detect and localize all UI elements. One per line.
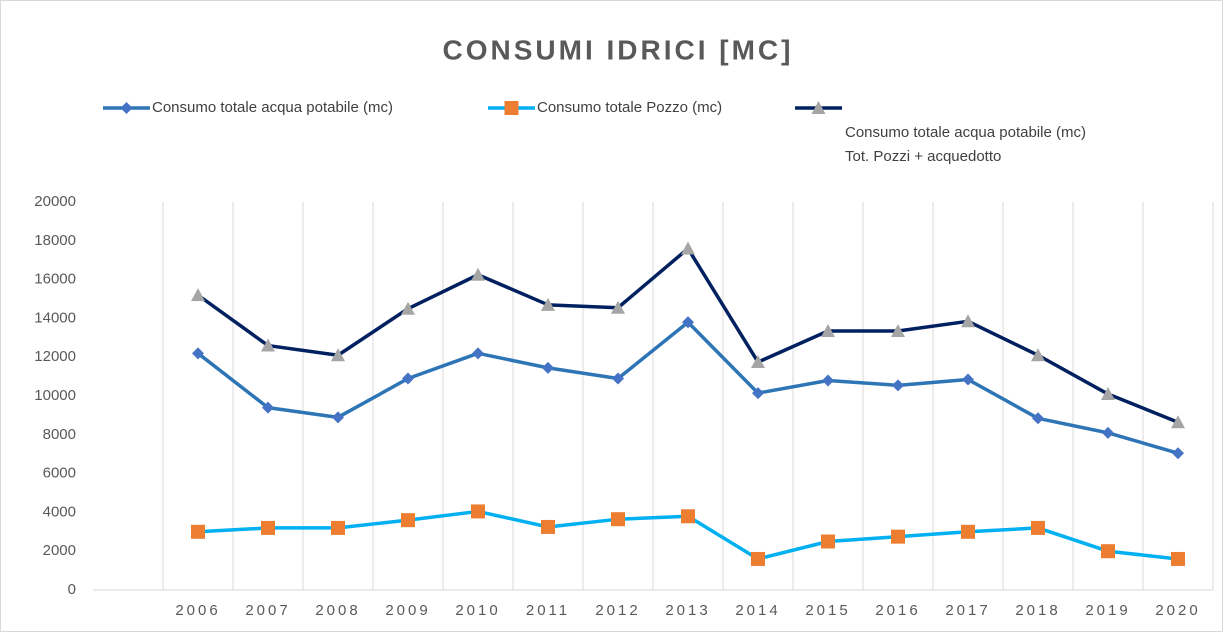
x-tick-label: 2018	[1015, 602, 1060, 619]
marker	[1102, 426, 1114, 439]
x-tick-label: 2016	[875, 602, 920, 619]
x-tick-label: 2007	[245, 602, 290, 619]
y-tick-label: 16000	[34, 271, 76, 288]
x-tick-label: 2019	[1085, 602, 1130, 619]
y-tick-label: 18000	[34, 232, 76, 249]
x-tick-label: 2015	[805, 602, 850, 619]
x-tick-label: 2014	[735, 602, 780, 619]
marker	[401, 513, 415, 528]
marker	[472, 347, 484, 360]
legend-marker	[120, 102, 133, 114]
chart-title: CONSUMI IDRICI [MC]	[443, 34, 794, 65]
marker	[751, 355, 765, 369]
marker	[191, 524, 205, 539]
marker	[262, 401, 274, 414]
x-tick-label: 2011	[526, 602, 570, 619]
x-tick-label: 2017	[945, 602, 990, 619]
marker	[821, 324, 835, 338]
marker	[891, 324, 905, 338]
marker	[1101, 544, 1115, 559]
marker	[542, 361, 554, 374]
y-tick-label: 12000	[34, 348, 76, 365]
legend-marker	[504, 101, 519, 115]
marker	[401, 301, 415, 315]
marker	[682, 316, 694, 329]
y-tick-label: 6000	[43, 465, 76, 482]
y-tick-label: 2000	[43, 542, 76, 559]
marker	[541, 519, 555, 534]
marker	[962, 373, 974, 386]
marker	[1171, 551, 1185, 566]
x-tick-label: 2010	[455, 602, 500, 619]
marker	[751, 551, 765, 566]
marker	[822, 374, 834, 387]
x-tick-label: 2009	[385, 602, 430, 619]
marker	[471, 504, 485, 519]
legend-label: Consumo totale acqua potabile (mc) Tot. …	[845, 124, 1086, 165]
marker	[611, 300, 625, 314]
marker	[261, 520, 275, 535]
marker	[1031, 520, 1045, 535]
x-tick-label: 2012	[595, 602, 640, 619]
marker	[1171, 415, 1185, 429]
marker	[752, 387, 764, 400]
legend-label: Consumo totale Pozzo (mc)	[537, 99, 723, 116]
marker	[681, 241, 695, 255]
legend-marker	[811, 101, 826, 114]
marker	[821, 534, 835, 549]
marker	[331, 520, 345, 535]
legend-label: Consumo totale acqua potabile (mc)	[152, 99, 393, 116]
marker	[961, 524, 975, 539]
x-tick-label: 2006	[175, 602, 220, 619]
marker	[332, 411, 344, 424]
marker	[541, 297, 555, 311]
y-tick-label: 10000	[34, 387, 76, 404]
marker	[1031, 348, 1045, 362]
marker	[191, 288, 205, 302]
marker	[1101, 387, 1115, 401]
marker	[192, 347, 204, 360]
marker	[892, 379, 904, 392]
marker	[961, 314, 975, 328]
x-tick-label: 2020	[1155, 602, 1200, 619]
x-tick-label: 2013	[665, 602, 710, 619]
marker	[261, 338, 275, 352]
marker	[402, 372, 414, 385]
marker	[891, 529, 905, 544]
marker	[471, 267, 485, 281]
y-tick-label: 4000	[43, 503, 76, 520]
marker	[1172, 447, 1184, 460]
marker	[611, 512, 625, 527]
marker	[681, 509, 695, 524]
y-tick-label: 20000	[34, 193, 76, 210]
y-tick-label: 0	[68, 581, 76, 598]
y-tick-label: 8000	[43, 426, 76, 443]
marker	[331, 348, 345, 362]
marker	[612, 372, 624, 385]
marker	[1032, 412, 1044, 425]
y-tick-label: 14000	[34, 309, 76, 326]
x-tick-label: 2008	[315, 602, 360, 619]
